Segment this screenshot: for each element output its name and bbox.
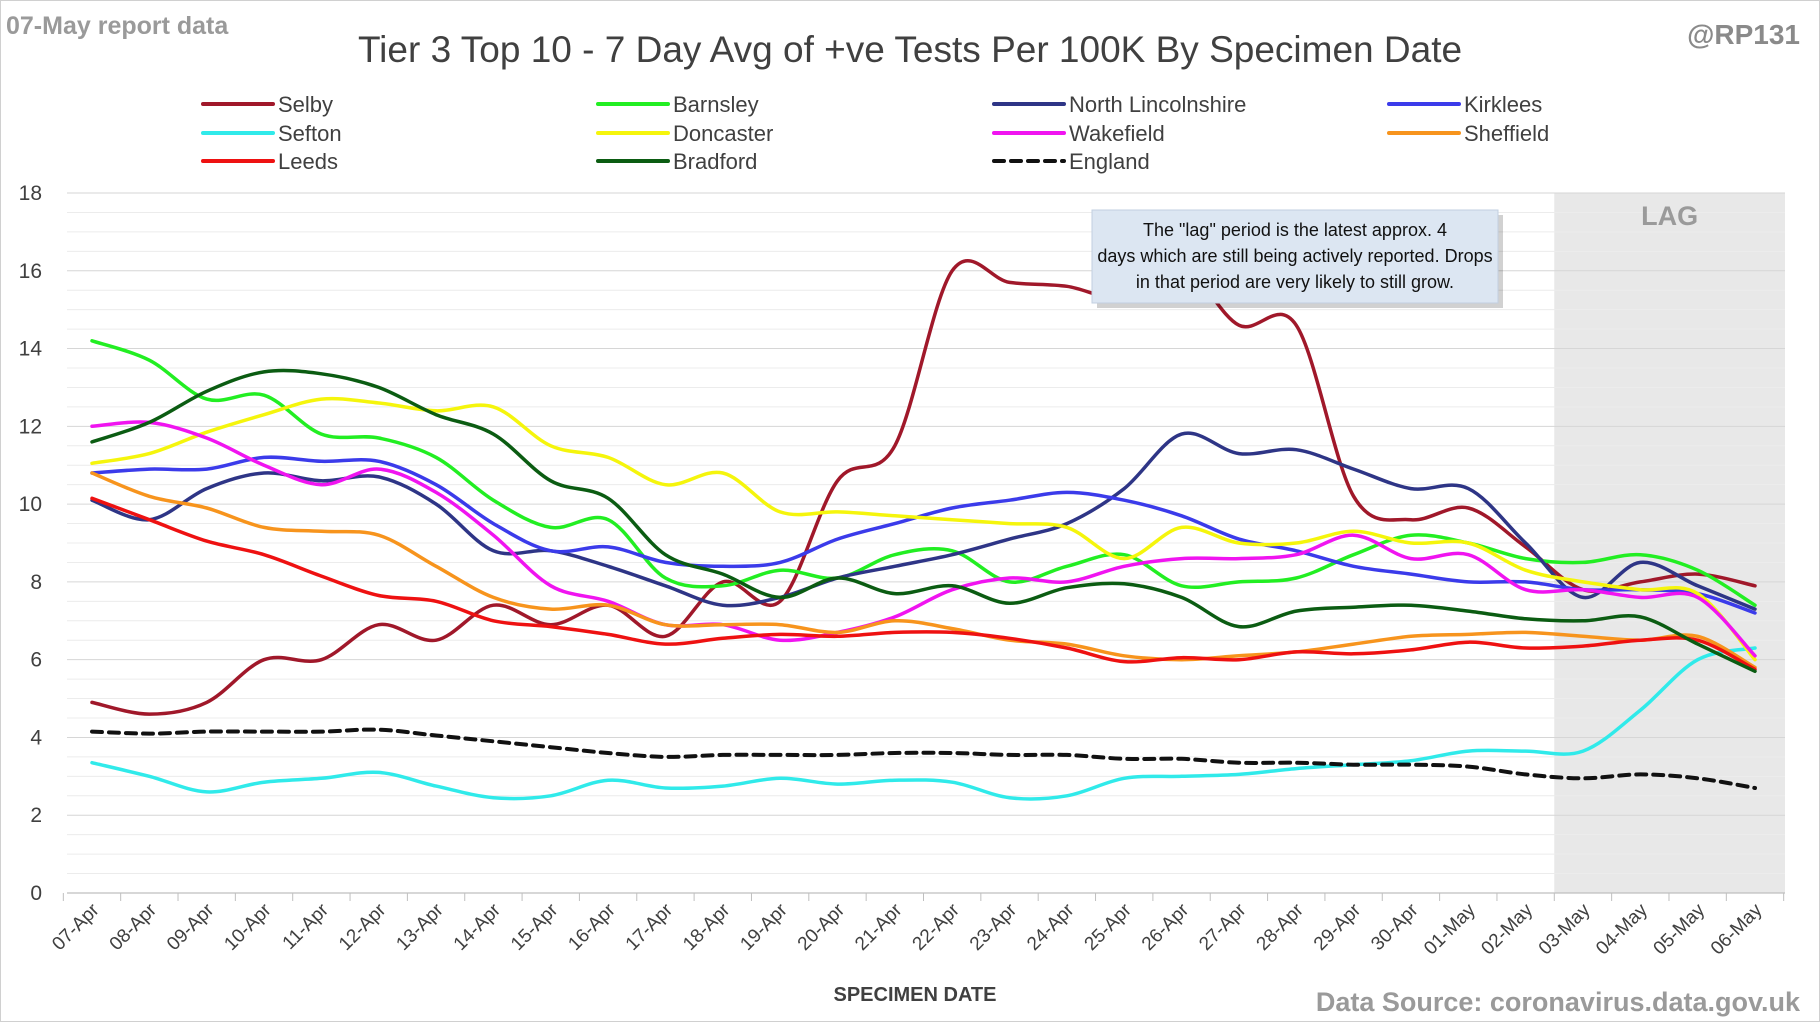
y-tick-label: 8 (30, 571, 42, 594)
annotation-panel (1091, 209, 1499, 304)
lag-annotation: The "lag" period is the latest approx. 4… (1091, 209, 1503, 308)
annotation-line: The "lag" period is the latest approx. 4 (1143, 220, 1447, 240)
data-source: Data Source: coronavirus.data.gov.uk (1316, 987, 1801, 1017)
legend-label-barnsley: Barnsley (673, 92, 759, 117)
legend-label-sefton: Sefton (278, 121, 342, 146)
series-line-leeds (90, 496, 1757, 672)
y-tick-label: 10 (19, 493, 42, 516)
series-line-north-lincolnshire (90, 431, 1757, 611)
y-tick-label: 14 (19, 338, 43, 361)
legend-label-doncaster: Doncaster (673, 121, 773, 146)
legend-label-sheffield: Sheffield (1464, 121, 1549, 146)
legend-label-selby: Selby (278, 92, 333, 117)
y-tick-label: 2 (30, 804, 42, 827)
y-tick-label: 12 (19, 415, 42, 438)
annotation-line: in that period are very likely to still … (1136, 272, 1454, 292)
legend-label-bradford: Bradford (673, 149, 757, 174)
report-date-label: 07-May report data (6, 12, 229, 40)
series-line-sefton (90, 646, 1757, 801)
y-tick-label: 16 (19, 260, 42, 283)
author-handle: @RP131 (1687, 19, 1800, 50)
chart-title: Tier 3 Top 10 - 7 Day Avg of +ve Tests P… (358, 29, 1462, 70)
legend: Selby Barnsley North Lincolnshire Kirklees S… (201, 92, 1549, 174)
series-line-bradford (90, 368, 1757, 674)
series-line-doncaster (90, 396, 1757, 662)
series-line-selby (90, 259, 1757, 716)
series-line-england (90, 727, 1757, 790)
lag-label: LAG (1641, 201, 1698, 231)
legend-label-kirklees: Kirklees (1464, 92, 1542, 117)
legend-label-north-lincolnshire: North Lincolnshire (1069, 92, 1246, 117)
legend-label-wakefield: Wakefield (1069, 121, 1165, 146)
legend-label-england: England (1069, 149, 1150, 174)
series-line-wakefield (90, 420, 1757, 658)
annotation-text: The "lag" period is the latest approx. 4… (1097, 220, 1492, 292)
annotation-line: days which are still being actively repo… (1097, 246, 1492, 266)
x-axis-label: SPECIMEN DATE (834, 984, 997, 1006)
legend-label-leeds: Leeds (278, 149, 338, 174)
y-tick-label: 6 (30, 649, 42, 672)
series-line-sheffield (90, 471, 1757, 670)
y-tick-label: 4 (30, 726, 42, 749)
y-axis-ticks: 0 2 4 6 8 10 12 14 16 18 (19, 182, 43, 905)
y-tick-label: 0 (30, 882, 42, 905)
y-tick-label: 18 (19, 182, 42, 205)
series-layer (90, 259, 1757, 801)
